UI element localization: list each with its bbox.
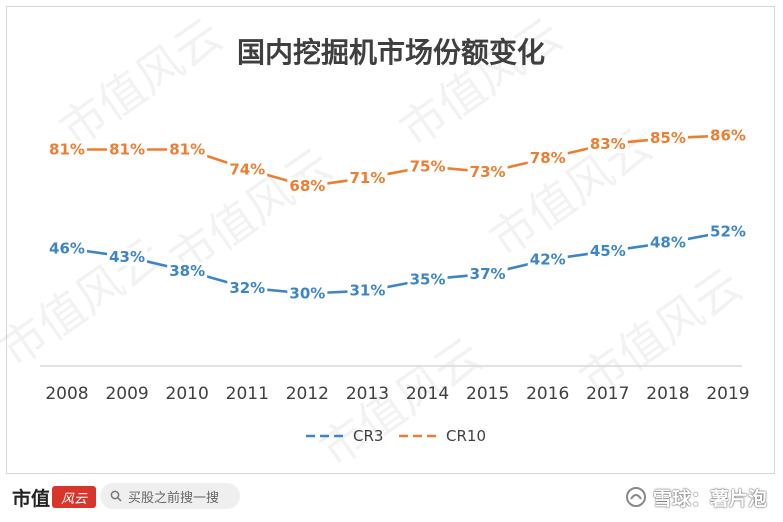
data-labels: 46% 43% 38% 32% 30% 31% 35% 37% 42% 45% 48% 52% 81% 8… — [47, 126, 748, 303]
data-label-cr3: 48% — [650, 234, 686, 252]
data-label-bg — [107, 140, 148, 159]
chart-title: 国内挖掘机市场份额变化 — [237, 36, 545, 69]
data-label-bg — [347, 281, 388, 300]
data-label-cr3: 38% — [169, 262, 205, 280]
data-label-bg — [47, 239, 87, 258]
data-label-cr3: 32% — [229, 279, 265, 297]
data-label-bg — [527, 250, 568, 269]
xueqiu-credit[interactable]: 雪球：薯片泡 — [625, 484, 767, 510]
brand-name: 市值 — [12, 487, 51, 510]
data-label-bg — [407, 270, 448, 289]
data-label-bg — [47, 140, 87, 159]
data-label-cr3: 30% — [289, 285, 325, 303]
data-label-bg — [527, 149, 568, 167]
data-label-bg — [587, 242, 628, 261]
data-label-bg — [107, 247, 148, 266]
data-label-bg — [467, 264, 508, 283]
series-line-cr3 — [66, 230, 729, 295]
data-label-cr3: 43% — [109, 248, 145, 266]
x-tick-label: 2016 — [526, 384, 569, 404]
data-label-bg — [347, 168, 388, 187]
data-label-bg — [407, 157, 448, 176]
data-label-cr10: 74% — [229, 160, 265, 178]
legend-label-cr10: CR10 — [446, 427, 486, 445]
x-tick-label: 2008 — [45, 384, 88, 404]
data-label-cr10: 81% — [49, 141, 85, 159]
data-label-cr3: 35% — [410, 270, 446, 288]
data-label-bg — [287, 284, 328, 303]
data-label-bg — [167, 140, 208, 159]
series-line-cr10 — [67, 134, 729, 188]
x-tick-label: 2009 — [105, 384, 148, 404]
x-tick-label: 2013 — [346, 384, 389, 404]
data-label-cr10: 68% — [289, 177, 325, 195]
xueqiu-label: 雪球：薯片泡 — [652, 487, 767, 510]
x-tick-label: 2011 — [226, 384, 269, 404]
x-tick-labels: 2008 2009 2010 2011 2012 2013 2014 2015 2016 2017… — [45, 384, 749, 404]
data-label-bg — [467, 163, 508, 182]
data-label-bg — [167, 261, 208, 280]
data-label-cr10: 75% — [410, 157, 446, 175]
legend-label-cr3: CR3 — [353, 427, 383, 445]
data-label-bg — [587, 134, 628, 153]
data-label-cr10: 81% — [169, 141, 205, 159]
x-tick-label: 2015 — [466, 384, 509, 404]
brand[interactable]: 市值 风云 — [12, 484, 97, 510]
data-label-bg — [708, 222, 748, 241]
data-label-cr10: 85% — [650, 129, 686, 147]
data-label-cr10: 86% — [710, 126, 746, 144]
data-label-bg — [227, 278, 268, 297]
x-tick-label: 2018 — [646, 384, 689, 404]
footer-bar: 市值 风云 买股之前搜一搜 雪球：薯片泡 — [0, 474, 783, 522]
data-label-cr10: 81% — [109, 141, 145, 159]
xueqiu-logo-icon — [625, 487, 646, 507]
x-tick-label: 2012 — [286, 384, 329, 404]
search-icon — [110, 490, 122, 502]
data-label-cr10: 73% — [470, 163, 506, 181]
data-label-bg — [647, 129, 688, 148]
data-label-bg — [708, 126, 748, 145]
chart-card: 市值风云 市值风云 市值风云 市值风云 市值风云 市值风云 市值风云 — [0, 6, 775, 477]
x-tick-label: 2019 — [706, 384, 749, 404]
data-label-cr10: 83% — [590, 135, 626, 153]
legend: CR3 CR10 — [306, 427, 486, 445]
line-chart: 国内挖掘机市场份额变化 2008 2009 2010 2011 2012 2013 2014… — [40, 36, 750, 445]
x-tick-label: 2017 — [586, 384, 629, 404]
data-label-bg — [287, 177, 328, 196]
data-label-cr10: 71% — [350, 169, 386, 187]
brand-logo: 风云 — [52, 486, 97, 508]
data-label-bg — [227, 160, 268, 179]
x-tick-label: 2010 — [166, 384, 209, 404]
search-placeholder: 买股之前搜一搜 — [128, 490, 220, 506]
data-label-cr3: 52% — [710, 222, 746, 240]
search-input[interactable]: 买股之前搜一搜 — [100, 483, 240, 509]
x-tick-label: 2014 — [406, 384, 449, 404]
data-label-cr3: 31% — [350, 282, 386, 300]
data-label-cr10: 78% — [530, 149, 566, 167]
data-label-cr3: 46% — [49, 239, 85, 257]
data-label-cr3: 42% — [530, 251, 566, 269]
data-label-cr3: 37% — [470, 265, 506, 283]
data-label-bg — [647, 233, 688, 252]
data-label-cr3: 45% — [590, 242, 626, 260]
series-layer — [66, 134, 729, 295]
